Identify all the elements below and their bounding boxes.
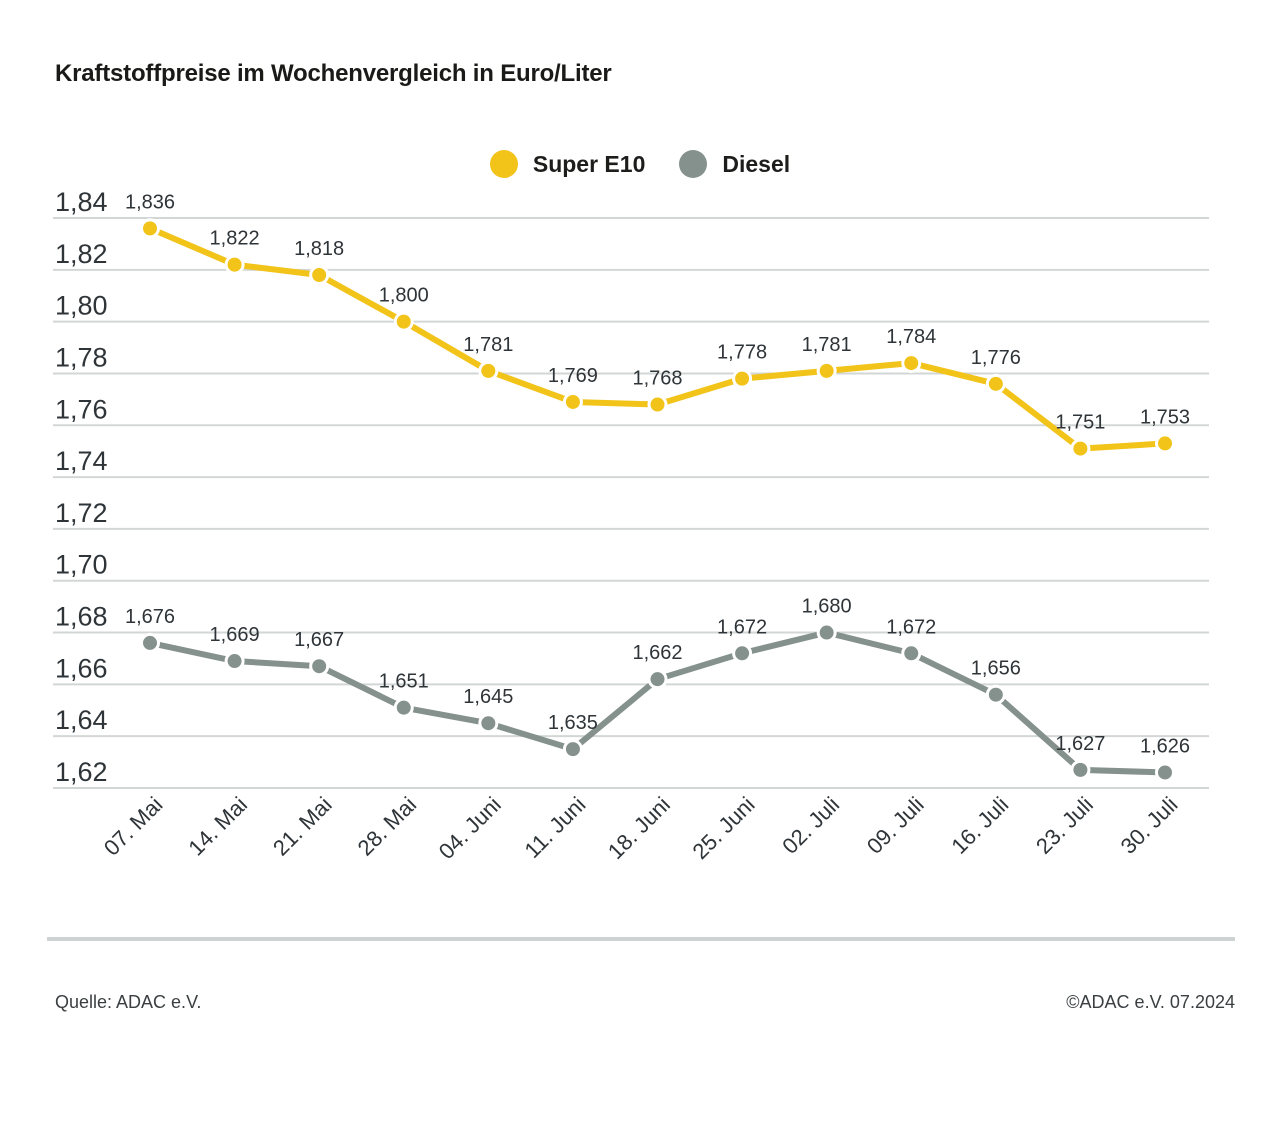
data-label: 1,751 bbox=[1055, 412, 1105, 434]
x-tick-label: 16. Juli bbox=[946, 792, 1013, 859]
x-tick-label: 28. Mai bbox=[353, 792, 422, 861]
legend: Super E10 Diesel bbox=[0, 150, 1280, 178]
data-point bbox=[732, 368, 753, 389]
data-label: 1,800 bbox=[379, 285, 429, 307]
data-point bbox=[393, 697, 414, 718]
data-point bbox=[647, 669, 668, 690]
chart-title: Kraftstoffpreise im Wochenvergleich in E… bbox=[55, 60, 612, 87]
data-label: 1,818 bbox=[294, 238, 344, 260]
x-tick-label: 18. Juni bbox=[603, 792, 675, 864]
data-point bbox=[1070, 759, 1091, 780]
y-tick-label: 1,72 bbox=[55, 498, 108, 528]
data-point bbox=[140, 632, 160, 653]
data-point bbox=[562, 391, 583, 412]
legend-dot-super-e10-icon bbox=[489, 150, 518, 178]
x-tick-label: 30. Juli bbox=[1116, 792, 1183, 859]
legend-dot-diesel-icon bbox=[679, 150, 708, 178]
y-tick-label: 1,66 bbox=[55, 653, 108, 683]
data-label: 1,836 bbox=[125, 191, 175, 213]
data-point bbox=[224, 254, 245, 275]
data-point bbox=[901, 353, 922, 374]
x-tick-label: 11. Juni bbox=[519, 792, 590, 863]
data-point bbox=[309, 265, 330, 285]
data-point bbox=[901, 643, 922, 664]
data-point bbox=[1155, 433, 1175, 454]
data-point bbox=[985, 373, 1006, 394]
data-label: 1,781 bbox=[802, 334, 852, 356]
gridlines bbox=[53, 217, 1209, 789]
data-label: 1,778 bbox=[717, 342, 767, 364]
x-tick-label: 14. Mai bbox=[183, 792, 252, 861]
source-text: Quelle: ADAC e.V. bbox=[55, 992, 202, 1012]
legend-label-super-e10: Super E10 bbox=[532, 150, 646, 177]
data-point bbox=[478, 360, 499, 381]
data-label: 1,656 bbox=[971, 658, 1021, 680]
data-label: 1,672 bbox=[717, 616, 767, 638]
y-tick-label: 1,76 bbox=[55, 394, 108, 424]
data-label: 1,635 bbox=[548, 712, 598, 734]
x-tick-label: 02. Juli bbox=[777, 792, 844, 859]
y-tick-label: 1,84 bbox=[55, 187, 108, 217]
y-axis-labels: 1,84 1,82 1,80 1,78 1,76 1,74 1,72 1,70 1,68 1,66… bbox=[55, 187, 108, 787]
data-point bbox=[816, 622, 837, 643]
data-point bbox=[1070, 438, 1091, 459]
x-tick-label: 23. Juli bbox=[1031, 792, 1098, 859]
data-label: 1,669 bbox=[210, 624, 260, 646]
copyright-text: ©ADAC e.V. 07.2024 bbox=[1066, 992, 1235, 1012]
data-point bbox=[478, 713, 499, 734]
legend-item-diesel: Diesel bbox=[679, 150, 790, 178]
data-point bbox=[985, 684, 1006, 705]
series-super-e10: 1,836 1,822 1,818 1,800 1,781 1,769 1,768 1,778… bbox=[125, 191, 1190, 459]
y-tick-label: 1,82 bbox=[55, 239, 108, 269]
x-tick-label: 04. Juni bbox=[434, 792, 506, 864]
data-label: 1,645 bbox=[463, 686, 513, 708]
x-tick-label: 21. Mai bbox=[268, 792, 337, 861]
data-label: 1,784 bbox=[886, 326, 936, 348]
data-point bbox=[732, 643, 753, 664]
legend-item-super-e10: Super E10 bbox=[489, 150, 646, 178]
y-tick-label: 1,68 bbox=[55, 602, 108, 632]
data-label: 1,626 bbox=[1140, 735, 1190, 757]
x-tick-label: 09. Juli bbox=[862, 792, 929, 859]
data-point bbox=[224, 651, 245, 672]
y-tick-label: 1,74 bbox=[55, 446, 108, 476]
footer: Quelle: ADAC e.V. ©ADAC e.V. 07.2024 bbox=[55, 992, 1235, 1013]
footer-divider bbox=[47, 937, 1235, 941]
data-label: 1,768 bbox=[632, 368, 682, 390]
y-tick-label: 1,80 bbox=[55, 291, 108, 321]
data-label: 1,680 bbox=[802, 596, 852, 618]
legend-label-diesel: Diesel bbox=[722, 150, 791, 177]
data-label: 1,769 bbox=[548, 365, 598, 387]
data-label: 1,822 bbox=[210, 228, 260, 250]
data-label: 1,627 bbox=[1055, 733, 1105, 755]
data-label: 1,776 bbox=[971, 347, 1021, 369]
data-label: 1,781 bbox=[463, 334, 513, 356]
data-point bbox=[1155, 762, 1175, 783]
data-label: 1,676 bbox=[125, 606, 175, 628]
data-point bbox=[562, 739, 583, 760]
data-label: 1,753 bbox=[1140, 406, 1190, 428]
data-point bbox=[816, 360, 837, 381]
x-tick-label: 25. Juni bbox=[687, 792, 759, 864]
x-tick-label: 07. Mai bbox=[99, 792, 168, 861]
data-point bbox=[647, 394, 668, 415]
data-point bbox=[309, 656, 330, 677]
data-point bbox=[393, 311, 414, 332]
y-tick-label: 1,62 bbox=[55, 757, 108, 787]
x-axis-labels: 07. Mai 14. Mai 21. Mai 28. Mai 04. Juni 11. … bbox=[99, 792, 1183, 864]
y-tick-label: 1,70 bbox=[55, 550, 108, 580]
series-diesel: 1,676 1,669 1,667 1,651 1,645 1,635 1,662 1,672… bbox=[125, 596, 1190, 783]
series-line bbox=[148, 225, 1166, 452]
data-label: 1,651 bbox=[379, 671, 429, 693]
data-label: 1,672 bbox=[886, 616, 936, 638]
data-label: 1,667 bbox=[294, 629, 344, 651]
y-tick-label: 1,64 bbox=[55, 705, 108, 735]
data-label: 1,662 bbox=[632, 642, 682, 664]
data-point bbox=[140, 218, 160, 239]
y-tick-label: 1,78 bbox=[55, 342, 108, 372]
